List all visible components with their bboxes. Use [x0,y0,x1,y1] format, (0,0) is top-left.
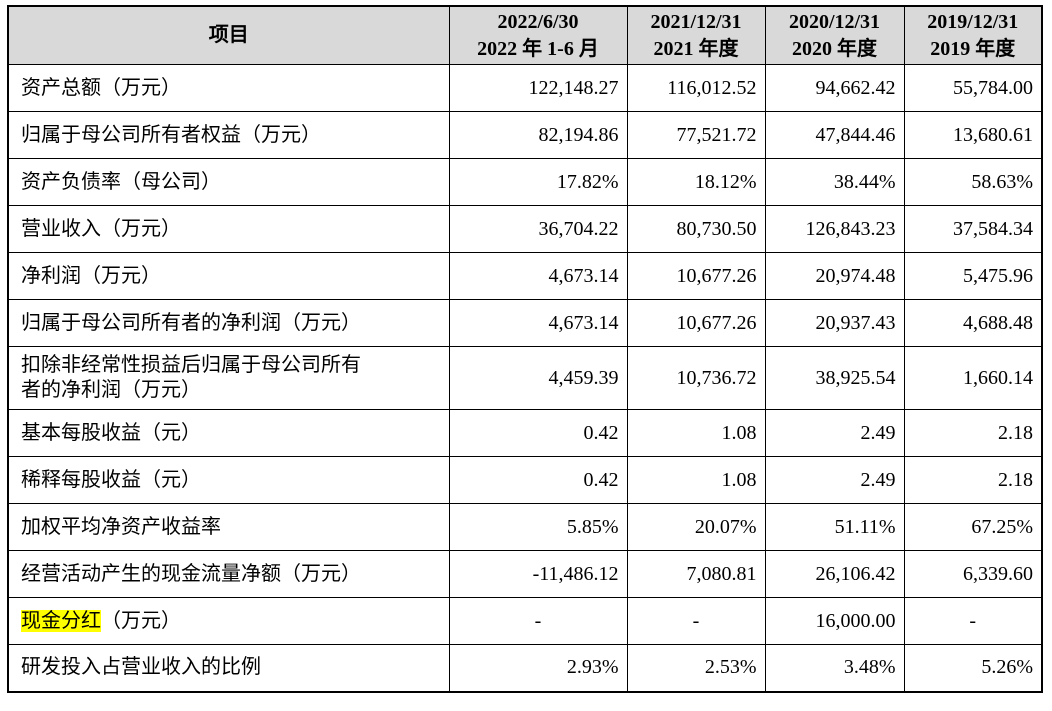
cell-value: 5,475.96 [903,252,1043,300]
cell-value: 94,662.42 [764,64,905,112]
row-label: 加权平均净资产收益率 [7,503,450,551]
cell-value: 2.18 [903,409,1043,457]
header-period-2019: 2019/12/31 2019 年度 [903,5,1043,65]
row-label: 归属于母公司所有者的净利润（万元） [7,299,450,347]
cell-value: 0.42 [448,409,628,457]
cell-value: 3.48% [764,644,905,692]
cell-value: 2.49 [764,456,905,504]
cell-value: 80,730.50 [626,205,766,253]
cell-value: 20,937.43 [764,299,905,347]
cell-value: 4,688.48 [903,299,1043,347]
table-row: 营业收入（万元） 36,704.22 80,730.50 126,843.23 … [7,205,1043,253]
cell-value: 10,677.26 [626,252,766,300]
cell-value: 77,521.72 [626,111,766,159]
cell-value: 0.42 [448,456,628,504]
cell-value: 122,148.27 [448,64,628,112]
table-row: 研发投入占营业收入的比例 2.93% 2.53% 3.48% 5.26% [7,644,1043,692]
table-row: 资产总额（万元） 122,148.27 116,012.52 94,662.42… [7,64,1043,112]
row-label: 现金分红（万元） [7,597,450,645]
table-row: 加权平均净资产收益率 5.85% 20.07% 51.11% 67.25% [7,503,1043,551]
cell-value: 4,673.14 [448,252,628,300]
cell-value: - [448,597,628,645]
cell-value: 20.07% [626,503,766,551]
header-period-2020: 2020/12/31 2020 年度 [764,5,905,65]
cell-value: 38.44% [764,158,905,206]
row-label-line1: 扣除非经常性损益后归属于母公司所有 [21,354,361,376]
cell-value: 37,584.34 [903,205,1043,253]
row-label: 营业收入（万元） [7,205,450,253]
cell-value: 36,704.22 [448,205,628,253]
row-label: 资产总额（万元） [7,64,450,112]
cell-value: 6,339.60 [903,550,1043,598]
cell-value: - [903,597,1043,645]
cell-value: 126,843.23 [764,205,905,253]
cell-value: 13,680.61 [903,111,1043,159]
cell-value: 10,677.26 [626,299,766,347]
cell-value: -11,486.12 [448,550,628,598]
cell-value: 1.08 [626,456,766,504]
cell-value: 2.49 [764,409,905,457]
row-label: 扣除非经常性损益后归属于母公司所有 者的净利润（万元） [7,346,450,410]
financial-summary: 项目 2022/6/30 2022 年 1-6 月 2021/12/31 2021 … [7,5,1043,693]
table-row: 现金分红（万元） - - 16,000.00 - [7,597,1043,645]
table-row: 基本每股收益（元） 0.42 1.08 2.49 2.18 [7,409,1043,457]
row-label: 基本每股收益（元） [7,409,450,457]
table-row: 归属于母公司所有者权益（万元） 82,194.86 77,521.72 47,8… [7,111,1043,159]
header-item: 项目 [7,5,450,65]
highlighted-label: 现金分红 [21,609,101,632]
cell-value: 1,660.14 [903,346,1043,410]
cell-value: 18.12% [626,158,766,206]
cell-value: 38,925.54 [764,346,905,410]
header-row: 项目 2022/6/30 2022 年 1-6 月 2021/12/31 2021 … [7,5,1043,65]
cell-value: 10,736.72 [626,346,766,410]
row-label: 研发投入占营业收入的比例 [7,644,450,692]
cell-value: 16,000.00 [764,597,905,645]
table-row: 归属于母公司所有者的净利润（万元） 4,673.14 10,677.26 20,… [7,299,1043,347]
cell-value: 2.53% [626,644,766,692]
cell-value: 55,784.00 [903,64,1043,112]
row-label-line2: 者的净利润（万元） [21,379,201,401]
row-label: 经营活动产生的现金流量净额（万元） [7,550,450,598]
cell-value: 26,106.42 [764,550,905,598]
cell-value: 2.18 [903,456,1043,504]
header-period-2022h1: 2022/6/30 2022 年 1-6 月 [448,5,628,65]
table-row: 稀释每股收益（元） 0.42 1.08 2.49 2.18 [7,456,1043,504]
financial-table: 项目 2022/6/30 2022 年 1-6 月 2021/12/31 2021 … [7,5,1043,693]
cell-value: 7,080.81 [626,550,766,598]
cell-value: 116,012.52 [626,64,766,112]
cell-value: 2.93% [448,644,628,692]
cell-value: 1.08 [626,409,766,457]
cell-value: 58.63% [903,158,1043,206]
cell-value: 17.82% [448,158,628,206]
cell-value: 20,974.48 [764,252,905,300]
table-row: 经营活动产生的现金流量净额（万元） -11,486.12 7,080.81 26… [7,550,1043,598]
cell-value: 4,673.14 [448,299,628,347]
row-label: 归属于母公司所有者权益（万元） [7,111,450,159]
cell-value: 51.11% [764,503,905,551]
table-row: 资产负债率（母公司） 17.82% 18.12% 38.44% 58.63% [7,158,1043,206]
table-row: 净利润（万元） 4,673.14 10,677.26 20,974.48 5,4… [7,252,1043,300]
table-row: 扣除非经常性损益后归属于母公司所有 者的净利润（万元） 4,459.39 10,7… [7,346,1043,410]
row-label: 净利润（万元） [7,252,450,300]
row-label: 资产负债率（母公司） [7,158,450,206]
cell-value: - [626,597,766,645]
cell-value: 47,844.46 [764,111,905,159]
cell-value: 67.25% [903,503,1043,551]
cell-value: 5.26% [903,644,1043,692]
cell-value: 4,459.39 [448,346,628,410]
cell-value: 5.85% [448,503,628,551]
label-unit: （万元） [101,609,181,632]
row-label: 稀释每股收益（元） [7,456,450,504]
cell-value: 82,194.86 [448,111,628,159]
header-period-2021: 2021/12/31 2021 年度 [626,5,766,65]
